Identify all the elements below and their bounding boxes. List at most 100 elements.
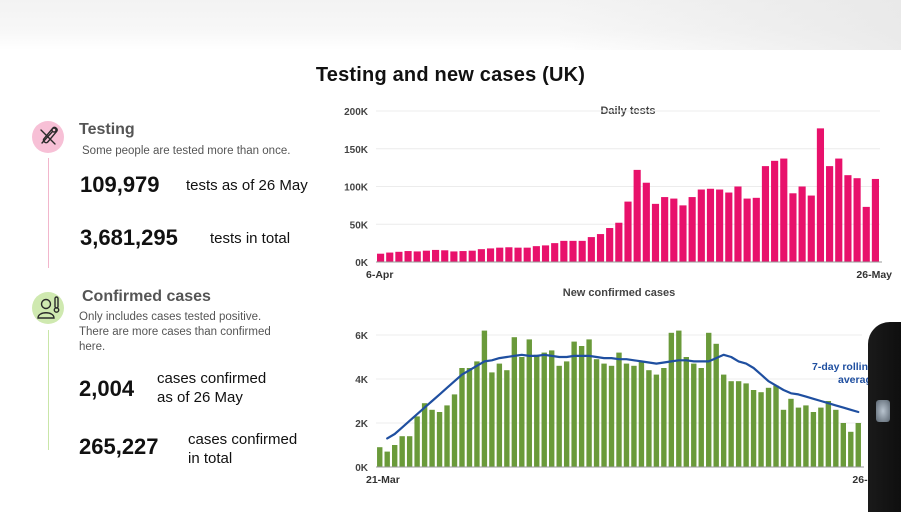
- bar: [615, 222, 623, 262]
- bar: [514, 247, 522, 262]
- bar: [661, 197, 669, 262]
- bar: [735, 381, 742, 467]
- tests-total-label: tests in total: [210, 230, 291, 247]
- page-title: Testing and new cases (UK): [315, 64, 586, 86]
- bar: [840, 423, 846, 467]
- bar: [593, 359, 600, 467]
- bar: [481, 330, 488, 467]
- bar: [551, 243, 559, 262]
- bar: [691, 363, 697, 467]
- bar: [803, 405, 809, 467]
- bar: [404, 251, 412, 262]
- bar: [789, 193, 797, 262]
- bar: [697, 189, 705, 262]
- bar: [406, 436, 413, 467]
- bar: [489, 372, 495, 467]
- bar: [835, 158, 843, 262]
- bar: [679, 205, 687, 262]
- bar: [486, 248, 495, 262]
- bar: [541, 245, 550, 262]
- bar: [413, 251, 421, 262]
- bar: [468, 250, 476, 262]
- y-tick-label: 6K: [355, 331, 369, 342]
- y-tick-label: 4K: [355, 375, 369, 386]
- bar: [646, 370, 652, 467]
- bar: [642, 182, 650, 262]
- bar: [623, 363, 630, 467]
- bar: [578, 240, 586, 262]
- bar: [816, 128, 825, 262]
- x-start-label: 21-Mar: [366, 474, 400, 486]
- bar: [743, 198, 751, 262]
- bar: [563, 361, 570, 467]
- bar: [386, 252, 394, 262]
- bar: [713, 343, 719, 467]
- bar: [466, 368, 473, 467]
- cases-total-value: 265,227: [79, 434, 159, 459]
- bar: [560, 240, 568, 262]
- bar: [706, 332, 712, 467]
- bar: [431, 249, 440, 262]
- bar: [505, 247, 513, 262]
- bar: [474, 361, 480, 467]
- rolling-average-label-line: 7-day rolling: [812, 361, 874, 373]
- cases-daily-label-line: as of 26 May: [157, 389, 243, 406]
- bar: [848, 431, 854, 467]
- bar: [596, 234, 605, 262]
- testing-accent-line: [48, 158, 49, 268]
- bar: [459, 251, 467, 262]
- bar: [459, 368, 465, 467]
- bar: [706, 188, 715, 262]
- bar: [750, 390, 757, 467]
- bar: [653, 374, 660, 467]
- bar: [752, 197, 760, 262]
- rolling-average-label: 7-day rolling average: [812, 361, 878, 386]
- bar: [523, 247, 531, 262]
- bar: [441, 250, 449, 262]
- bar: [771, 160, 779, 262]
- bar: [606, 228, 614, 262]
- bar: [496, 247, 504, 262]
- tests-total-value: 3,681,295: [80, 225, 178, 250]
- bar: [556, 365, 562, 467]
- bar: [728, 381, 734, 467]
- bar: [833, 409, 839, 467]
- bar: [384, 451, 390, 467]
- bar: [392, 445, 398, 467]
- bar: [504, 370, 510, 467]
- y-tick-label: 0K: [355, 258, 369, 269]
- bar: [578, 346, 585, 467]
- bar: [688, 197, 696, 262]
- bar: [450, 251, 458, 262]
- cases-total-label-line: in total: [188, 450, 233, 467]
- bar: [569, 240, 577, 262]
- bar: [668, 332, 675, 467]
- bar: [586, 339, 592, 467]
- y-tick-label: 2K: [355, 419, 369, 430]
- bar: [541, 352, 547, 467]
- cases-daily-label-line: cases confirmed: [157, 370, 267, 387]
- bar: [526, 339, 532, 467]
- bar: [826, 166, 834, 262]
- bar: [429, 409, 435, 467]
- bar: [519, 357, 525, 467]
- bar: [638, 361, 645, 467]
- top-band: [0, 0, 901, 50]
- chart-title: New confirmed cases: [563, 287, 676, 299]
- bar: [716, 189, 724, 262]
- bar: [395, 251, 403, 262]
- bar: [422, 250, 430, 262]
- x-end-label: 26-May: [856, 269, 892, 281]
- bar: [788, 398, 794, 467]
- tests-daily-label: tests as of 26 May: [186, 177, 308, 194]
- bar: [765, 387, 772, 467]
- bar: [798, 186, 806, 262]
- cases-heading: Confirmed cases: [82, 288, 211, 305]
- bar: [661, 368, 667, 467]
- bar: [761, 166, 770, 262]
- cases-subtitle-line: here.: [79, 341, 106, 353]
- bar: [853, 178, 861, 262]
- bar: [773, 385, 779, 467]
- bar: [758, 392, 764, 467]
- bar: [414, 416, 420, 467]
